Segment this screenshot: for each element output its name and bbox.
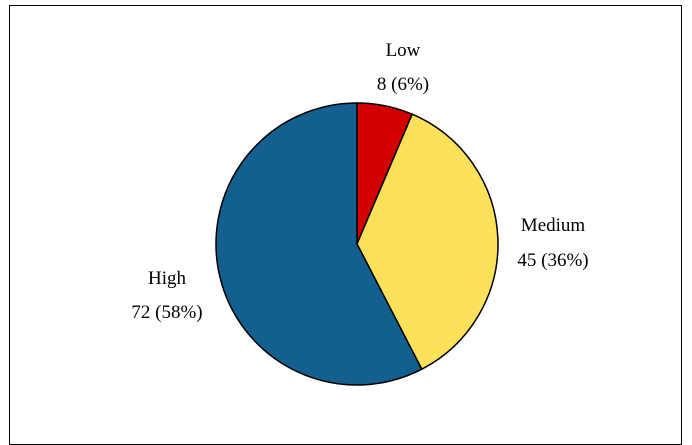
pie-chart: Low 8 (6%) Medium 45 (36%) High 72 (58%) [131, 40, 589, 386]
pie-slice-medium [356, 113, 499, 371]
slice-labels: Low 8 (6%) Medium 45 (36%) High 72 (58%) [131, 40, 588, 323]
slice-value-low: 8 (6%) [377, 74, 429, 95]
slice-label-low: Low [386, 40, 421, 61]
pie-slice-high [215, 102, 423, 386]
slice-value-medium: 45 (36%) [517, 250, 588, 271]
slice-label-high: High [148, 268, 187, 289]
pie-slices [215, 102, 499, 386]
slice-value-high: 72 (58%) [131, 302, 202, 323]
slice-label-medium: Medium [521, 215, 586, 236]
